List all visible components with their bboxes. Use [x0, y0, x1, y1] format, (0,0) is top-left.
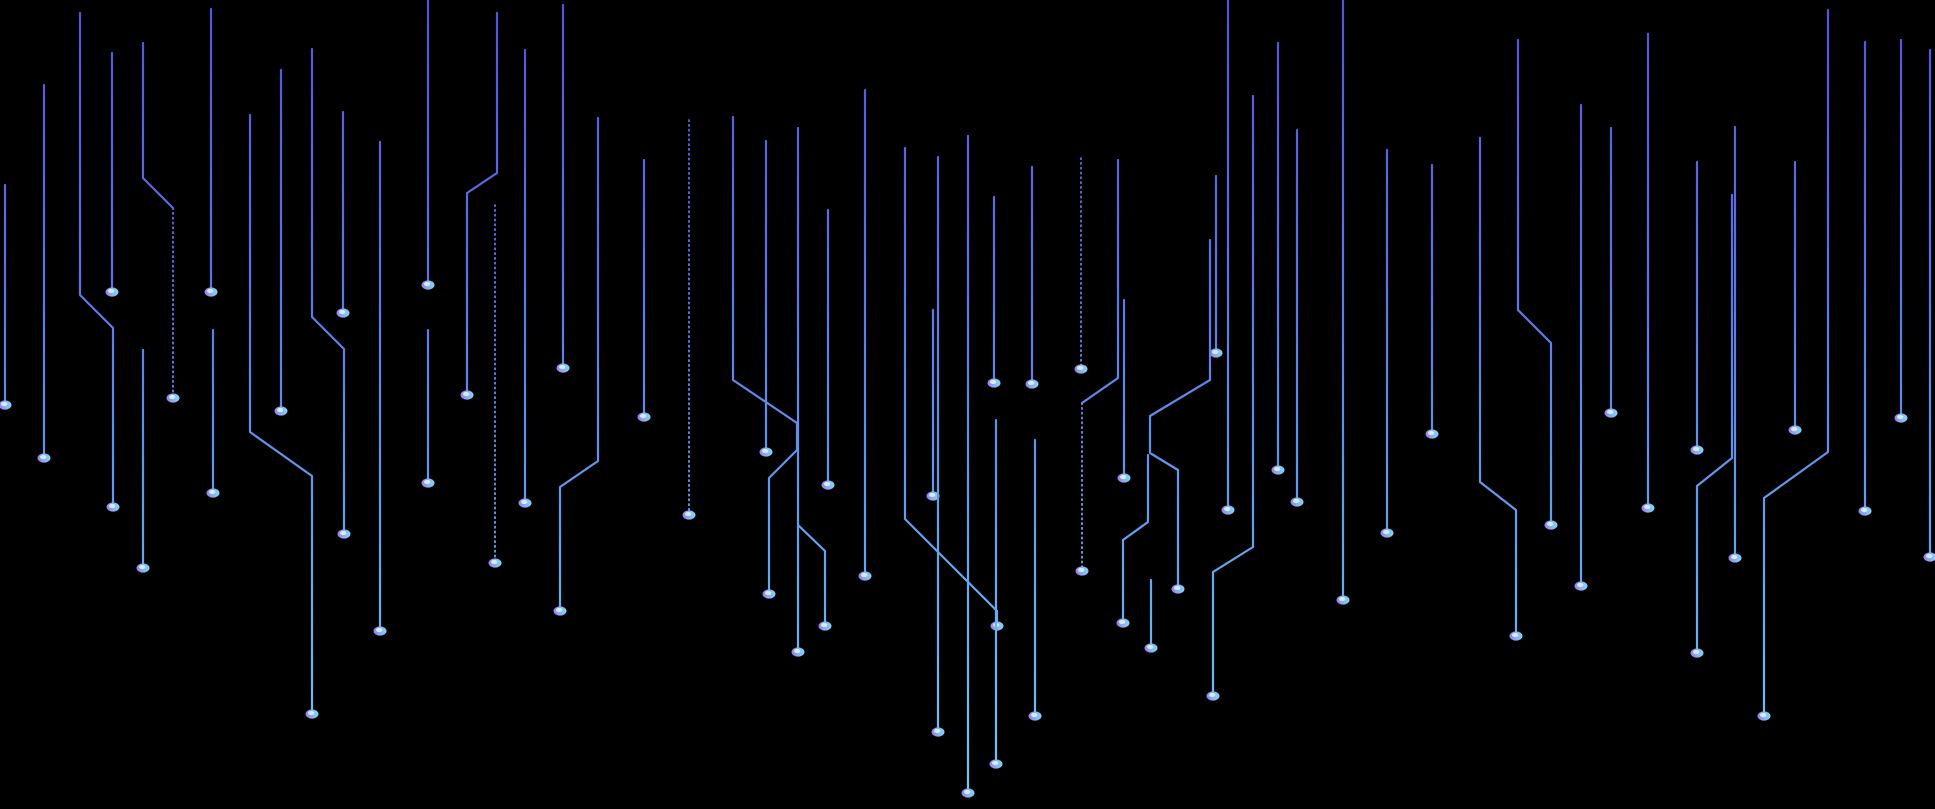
- endpoint-dot-core: [424, 281, 431, 287]
- endpoint-dot-core: [765, 590, 772, 596]
- endpoint-dot-core: [108, 288, 115, 294]
- endpoint-dot-core: [1731, 554, 1738, 560]
- endpoint-dot-core: [1607, 409, 1614, 415]
- endpoint-dot-core: [821, 622, 828, 628]
- circuit-trace: [465, 11, 499, 397]
- endpoint-dot-core: [1760, 712, 1767, 718]
- endpoint-dot-core: [1174, 585, 1181, 591]
- circuit-trace: [1516, 38, 1553, 527]
- circuit-trace: [1148, 238, 1212, 591]
- endpoint-dot-core: [1383, 529, 1390, 535]
- endpoint-dot-core: [824, 481, 831, 487]
- endpoint-dot-core: [139, 564, 146, 570]
- endpoint-dot-core: [964, 789, 971, 795]
- endpoint-dot-core: [1693, 649, 1700, 655]
- endpoint-dot-core: [794, 648, 801, 654]
- endpoint-dot-core: [685, 511, 692, 517]
- endpoint-dot-core: [109, 503, 116, 509]
- endpoint-dot-core: [1861, 507, 1868, 513]
- endpoint-dot-core: [463, 391, 470, 397]
- endpoint-dot-core: [1212, 349, 1219, 355]
- endpoint-dot-core: [1339, 596, 1346, 602]
- circuit-trace: [903, 146, 999, 628]
- endpoint-dot-core: [1031, 712, 1038, 718]
- endpoint-dot-core: [1224, 506, 1231, 512]
- circuit-trace: [1762, 8, 1830, 718]
- endpoint-dot-core: [1078, 567, 1085, 573]
- circuit-trace: [78, 11, 115, 509]
- endpoint-dot-core: [1644, 504, 1651, 510]
- endpoint-dot-core: [1274, 466, 1281, 472]
- endpoint-dot-core: [1077, 365, 1084, 371]
- endpoint-dot-core: [990, 379, 997, 385]
- endpoint-dot-core: [640, 413, 647, 419]
- endpoint-dot-core: [424, 479, 431, 485]
- endpoint-dot-core: [1147, 644, 1154, 650]
- endpoint-dot-core: [1791, 426, 1798, 432]
- endpoint-dot-core: [1293, 498, 1300, 504]
- endpoint-dot-core: [762, 448, 769, 454]
- circuit-trace: [141, 41, 175, 210]
- endpoint-dot-core: [1209, 692, 1216, 698]
- endpoint-dot-core: [339, 309, 346, 315]
- endpoint-dot-core: [1512, 632, 1519, 638]
- endpoint-dot-core: [521, 499, 528, 505]
- endpoint-dot-core: [934, 728, 941, 734]
- endpoint-dot-core: [929, 492, 936, 498]
- endpoint-dot-core: [376, 627, 383, 633]
- circuit-trace: [1080, 158, 1120, 405]
- endpoint-dot-core: [1693, 446, 1700, 452]
- endpoint-dot-core: [559, 364, 566, 370]
- endpoint-dot-core: [169, 394, 176, 400]
- endpoint-dot-core: [1428, 430, 1435, 436]
- endpoint-dot-core: [308, 710, 315, 716]
- endpoint-dot-core: [1577, 582, 1584, 588]
- circuit-trace: [1695, 193, 1734, 655]
- endpoint-dot-core: [1119, 619, 1126, 625]
- endpoint-dot-core: [1120, 474, 1127, 480]
- circuit-trace: [310, 47, 346, 536]
- circuit-trace: [248, 113, 314, 716]
- circuit-trace: [796, 126, 827, 628]
- endpoint-dot-core: [340, 530, 347, 536]
- endpoint-dot-core: [1547, 521, 1554, 527]
- endpoint-dot-core: [207, 288, 214, 294]
- endpoint-dot-core: [40, 454, 47, 460]
- endpoint-dot-core: [992, 760, 999, 766]
- endpoint-dot-core: [0, 401, 8, 407]
- endpoint-dot-core: [209, 489, 216, 495]
- endpoint-dot-core: [277, 407, 284, 413]
- endpoint-dot-core: [861, 572, 868, 578]
- circuit-trace: [558, 116, 600, 613]
- endpoint-dot-core: [491, 559, 498, 565]
- endpoint-dot-core: [1926, 553, 1933, 559]
- circuit-trace: [1478, 136, 1518, 638]
- endpoint-dot-core: [1028, 380, 1035, 386]
- endpoint-dot-core: [556, 607, 563, 613]
- circuit-trace: [1121, 453, 1150, 625]
- circuit-trace: [1211, 94, 1255, 698]
- endpoint-dot-core: [1897, 414, 1904, 420]
